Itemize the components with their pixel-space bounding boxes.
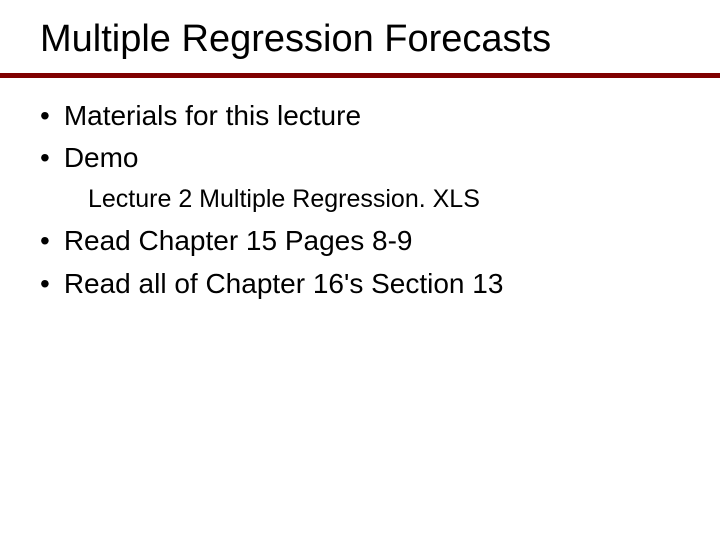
sub-text: Lecture 2 Multiple Regression. XLS <box>88 185 480 213</box>
bullet-text: Demo <box>64 140 139 176</box>
sub-item: Lecture 2 Multiple Regression. XLS <box>40 183 680 216</box>
bullet-marker: • <box>40 98 50 134</box>
bullet-marker: • <box>40 140 50 176</box>
bullet-text: Materials for this lecture <box>64 98 361 134</box>
bullet-item: • Demo <box>40 140 680 176</box>
bullet-text: Read Chapter 15 Pages 8-9 <box>64 223 413 259</box>
bullet-marker: • <box>40 266 50 302</box>
slide-content: • Materials for this lecture • Demo Lect… <box>0 78 720 302</box>
slide-title: Multiple Regression Forecasts <box>0 0 720 73</box>
bullet-item: • Read Chapter 15 Pages 8-9 <box>40 223 680 259</box>
bullet-item: • Read all of Chapter 16's Section 13 <box>40 266 680 302</box>
bullet-marker: • <box>40 223 50 259</box>
bullet-text: Read all of Chapter 16's Section 13 <box>64 266 504 302</box>
bullet-item: • Materials for this lecture <box>40 98 680 134</box>
